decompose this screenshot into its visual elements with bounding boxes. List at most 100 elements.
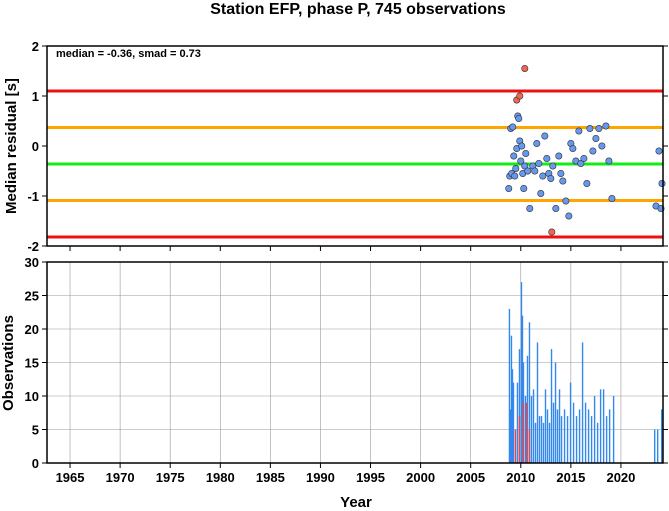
bar <box>526 355 529 463</box>
bar <box>525 402 528 463</box>
bar <box>660 409 663 463</box>
y-tick-label: 30 <box>25 255 39 270</box>
x-tick-label: 1975 <box>156 470 185 485</box>
data-point <box>548 228 556 236</box>
bar <box>602 389 605 463</box>
data-point <box>539 172 547 180</box>
bar <box>512 382 515 463</box>
y-axis-label: Median residual [s] <box>3 78 20 214</box>
data-point <box>586 125 594 133</box>
bar <box>530 396 533 463</box>
bar <box>569 382 572 463</box>
bar <box>518 416 521 463</box>
bar <box>508 308 511 463</box>
bar <box>566 416 569 463</box>
data-point <box>531 167 539 175</box>
x-axis-label: Year <box>340 494 372 511</box>
plot-frame <box>46 261 664 464</box>
bar <box>608 409 611 463</box>
chart-title: Station EFP, phase P, 745 observations <box>210 1 506 18</box>
data-point <box>562 197 570 205</box>
bar <box>524 396 527 463</box>
x-tick-label: 2000 <box>406 470 435 485</box>
data-point <box>658 180 666 188</box>
bar <box>548 422 551 463</box>
data-point <box>541 132 549 140</box>
data-point <box>605 157 613 165</box>
bar <box>605 416 608 463</box>
bar <box>560 416 563 463</box>
bar <box>578 409 581 463</box>
x-tick-label: 1990 <box>306 470 335 485</box>
data-point <box>515 115 523 123</box>
data-point <box>569 145 577 153</box>
data-point <box>555 152 563 160</box>
bar <box>546 409 549 463</box>
bar <box>550 349 553 463</box>
y-tick-label: -1 <box>27 189 39 204</box>
plot-frame <box>46 45 664 247</box>
bar <box>528 429 531 463</box>
data-point <box>557 170 565 178</box>
x-tick-label: 2015 <box>556 470 585 485</box>
data-point <box>592 135 600 143</box>
data-point <box>510 152 518 160</box>
bar <box>520 282 523 463</box>
data-point <box>533 140 541 148</box>
y-tick-label: -2 <box>27 239 39 254</box>
bar <box>612 396 615 463</box>
y-tick-label: 25 <box>25 289 39 304</box>
bar <box>590 416 593 463</box>
bar <box>534 422 537 463</box>
data-point <box>583 180 591 188</box>
data-point <box>552 205 560 213</box>
data-point <box>509 123 517 131</box>
bar <box>552 402 555 463</box>
bar <box>538 416 541 463</box>
bar <box>584 402 587 463</box>
data-point <box>520 185 528 193</box>
bar <box>536 342 539 463</box>
bar <box>656 429 659 463</box>
y-tick-label: 5 <box>32 423 39 438</box>
x-tick-label: 1995 <box>356 470 385 485</box>
bar <box>593 396 596 463</box>
data-point <box>598 142 606 150</box>
bar <box>558 389 561 463</box>
bar <box>518 349 521 463</box>
data-point <box>516 92 524 100</box>
y-tick-label: 0 <box>32 139 39 154</box>
data-point <box>565 212 573 220</box>
bar <box>516 382 519 463</box>
bar <box>544 389 547 463</box>
data-point <box>589 147 597 155</box>
data-point <box>559 177 567 185</box>
data-point <box>512 165 520 173</box>
data-point <box>537 190 545 198</box>
data-point <box>521 162 529 170</box>
data-point <box>580 155 588 163</box>
data-point <box>655 147 663 155</box>
bar <box>554 362 557 463</box>
y-tick-label: 10 <box>25 389 39 404</box>
bar <box>556 409 559 463</box>
bar <box>510 335 513 463</box>
data-point <box>547 175 555 183</box>
data-point <box>518 142 526 150</box>
x-tick-label: 2010 <box>506 470 535 485</box>
bar <box>522 402 525 463</box>
y-tick-label: 20 <box>25 322 39 337</box>
x-tick-label: 2020 <box>606 470 635 485</box>
bar <box>596 422 599 463</box>
bar <box>572 402 575 463</box>
data-point <box>511 172 519 180</box>
data-point <box>522 150 530 158</box>
bar <box>563 409 566 463</box>
x-tick-label: 2005 <box>456 470 485 485</box>
bar <box>542 422 545 463</box>
bar <box>528 322 531 463</box>
y-tick-label: 1 <box>32 89 39 104</box>
bar <box>532 389 535 463</box>
x-tick-label: 1980 <box>206 470 235 485</box>
